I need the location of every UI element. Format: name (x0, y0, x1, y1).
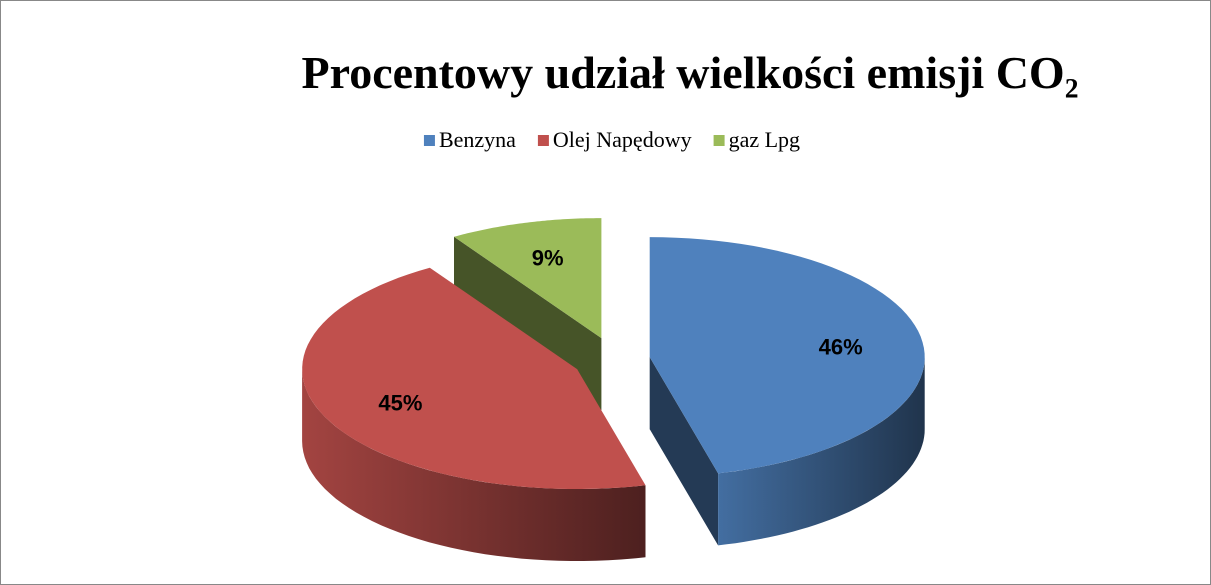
slice (454, 218, 602, 339)
data-label: 9% (532, 245, 564, 270)
legend-label: Olej Napędowy (553, 127, 692, 152)
legend-label: gaz Lpg (729, 127, 800, 152)
slice-wall (302, 369, 646, 561)
legend-swatch (537, 135, 549, 146)
slice (649, 237, 925, 474)
slice-wall (718, 357, 925, 546)
legend-label: Benzyna (439, 127, 516, 152)
legend-swatch (423, 135, 435, 146)
data-label: 46% (819, 335, 863, 360)
legend-swatch (713, 135, 725, 146)
slice-side (649, 357, 719, 546)
slice (302, 267, 646, 489)
data-label: 45% (378, 390, 422, 415)
chart-title: Procentowy udział wielkości emisji CO₂ (302, 47, 1079, 98)
legend: Benzyna Olej Napędowy gaz Lpg (423, 127, 800, 152)
